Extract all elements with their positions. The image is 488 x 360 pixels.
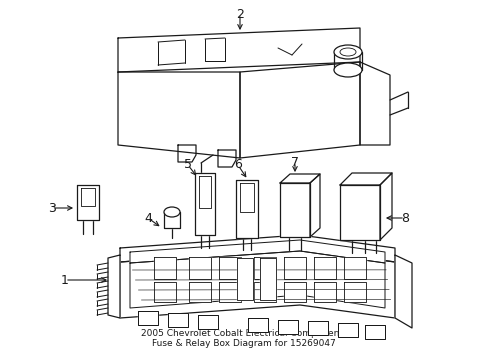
Polygon shape [313, 282, 335, 302]
Polygon shape [343, 257, 365, 279]
Text: 2: 2 [236, 8, 244, 21]
Polygon shape [168, 313, 187, 327]
Polygon shape [81, 188, 95, 206]
Ellipse shape [333, 45, 361, 59]
Polygon shape [154, 257, 176, 279]
Polygon shape [219, 282, 241, 302]
Text: 6: 6 [234, 158, 242, 171]
Polygon shape [339, 185, 379, 240]
Polygon shape [339, 173, 391, 185]
Text: 1: 1 [61, 274, 69, 287]
Polygon shape [236, 180, 258, 238]
Polygon shape [118, 28, 359, 72]
Polygon shape [130, 251, 384, 308]
Polygon shape [253, 257, 275, 279]
Polygon shape [189, 257, 210, 279]
Polygon shape [337, 323, 357, 337]
Polygon shape [253, 282, 275, 302]
Polygon shape [240, 183, 253, 212]
Polygon shape [280, 183, 309, 237]
Text: 7: 7 [290, 156, 298, 168]
Polygon shape [199, 176, 210, 208]
Polygon shape [379, 173, 391, 240]
Polygon shape [284, 282, 305, 302]
Ellipse shape [163, 207, 180, 217]
Polygon shape [118, 72, 240, 158]
Polygon shape [77, 185, 99, 220]
Polygon shape [195, 173, 215, 235]
Polygon shape [237, 258, 252, 300]
Polygon shape [120, 235, 394, 262]
Polygon shape [163, 212, 180, 228]
Polygon shape [154, 282, 176, 302]
Polygon shape [120, 249, 394, 318]
Polygon shape [284, 257, 305, 279]
Polygon shape [219, 257, 241, 279]
Polygon shape [218, 150, 236, 167]
Text: 8: 8 [400, 211, 408, 225]
Polygon shape [178, 145, 196, 162]
Polygon shape [138, 311, 158, 325]
Polygon shape [364, 325, 384, 339]
Polygon shape [307, 321, 327, 336]
Ellipse shape [333, 63, 361, 77]
Text: 5: 5 [183, 158, 192, 171]
Polygon shape [280, 174, 319, 183]
Polygon shape [108, 255, 120, 318]
Polygon shape [313, 257, 335, 279]
Polygon shape [343, 282, 365, 302]
Text: 2005 Chevrolet Cobalt Electrical Components
Fuse & Relay Box Diagram for 1526904: 2005 Chevrolet Cobalt Electrical Compone… [141, 329, 346, 348]
Polygon shape [260, 258, 275, 300]
Polygon shape [198, 315, 218, 329]
Polygon shape [359, 62, 389, 145]
Polygon shape [394, 255, 411, 328]
Polygon shape [247, 318, 267, 332]
Text: 3: 3 [48, 202, 56, 215]
Polygon shape [189, 282, 210, 302]
Polygon shape [309, 174, 319, 237]
Polygon shape [240, 62, 359, 158]
Text: 4: 4 [144, 211, 152, 225]
Polygon shape [130, 240, 384, 263]
Polygon shape [278, 320, 297, 334]
